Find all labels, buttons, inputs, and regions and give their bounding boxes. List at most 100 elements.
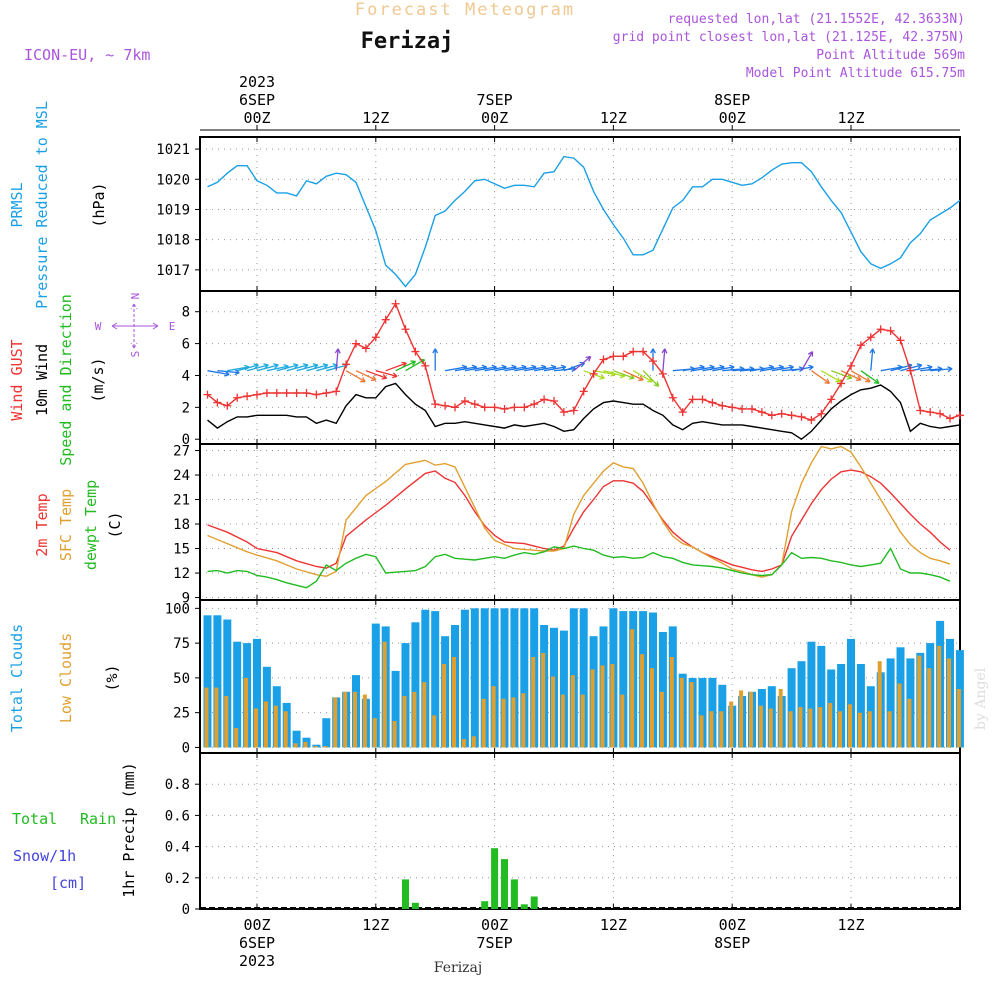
rain-bar xyxy=(501,859,508,909)
top-axis-label: 12Z xyxy=(837,109,864,127)
total-clouds-bar xyxy=(520,608,529,748)
low-clouds-bar xyxy=(511,697,516,748)
wind-arrow xyxy=(840,370,862,381)
wind-arrow xyxy=(365,370,388,380)
total-clouds-bar xyxy=(401,643,410,748)
gust-marker xyxy=(757,408,766,417)
y-tick-label: 0 xyxy=(182,740,190,756)
compass-ns-arrow xyxy=(130,303,138,349)
temperature-panel: 9 12 15 18 21 24 27 xyxy=(173,443,961,607)
gust-marker xyxy=(391,299,400,308)
gust-marker xyxy=(936,409,945,418)
gust-marker xyxy=(767,411,776,420)
bottom-axis-label: 2023 xyxy=(239,952,275,970)
y-tick-label: 0 xyxy=(182,902,190,918)
rain-bar xyxy=(530,896,538,909)
low-clouds-bar xyxy=(273,705,278,748)
wind-labels: Wind GUST 10m Wind Speed and Direction (m/s… xyxy=(8,294,107,466)
low-clouds-bar xyxy=(778,689,783,748)
gust-marker xyxy=(668,393,677,402)
gust-marker xyxy=(332,387,341,396)
total-clouds-bar xyxy=(213,615,222,748)
y-tick-label: 0.6 xyxy=(165,808,190,824)
axis-label: (%) xyxy=(103,664,121,691)
wind-arrow xyxy=(661,348,668,371)
wind-arrow xyxy=(850,370,871,383)
y-tick-label: 100 xyxy=(165,601,190,617)
gust-marker xyxy=(599,355,608,364)
gust-marker xyxy=(629,347,638,356)
axis-label: 10m Wind xyxy=(33,344,51,416)
gust-marker xyxy=(569,406,578,415)
total-clouds-bar xyxy=(658,632,667,748)
low-clouds-bar xyxy=(956,689,961,748)
low-clouds-bar xyxy=(283,711,288,748)
low-clouds-bar xyxy=(541,652,546,748)
wind-panel: 0 2 4 6 8 xyxy=(182,290,964,448)
y-tick-label: 0.8 xyxy=(165,777,190,793)
y-tick-label: 1021 xyxy=(156,142,190,158)
gust-marker xyxy=(361,344,370,353)
total-clouds-bar xyxy=(807,641,816,748)
low-clouds-bar xyxy=(709,711,714,748)
low-clouds-bar xyxy=(313,746,318,748)
y-tick-label: 1017 xyxy=(156,263,190,279)
point-altitude: Point Altitude 569m xyxy=(816,48,965,63)
model-label: ICON-EU, ~ 7km xyxy=(24,46,150,64)
low-clouds-bar xyxy=(808,708,813,748)
total-clouds-bar xyxy=(579,608,588,748)
total-clouds-bar xyxy=(431,611,440,748)
gust-marker xyxy=(411,347,420,356)
gust-marker xyxy=(540,395,549,404)
axis-label: Total Clouds xyxy=(8,624,26,732)
total-clouds-bar xyxy=(371,623,380,748)
wind-arrow xyxy=(869,348,876,371)
gust-marker xyxy=(946,414,954,423)
wind-arrow xyxy=(334,348,341,371)
low-clouds-bar xyxy=(907,698,912,748)
gust-marker xyxy=(223,401,232,410)
gust-marker xyxy=(510,403,519,412)
low-clouds-bar xyxy=(679,677,684,748)
wind-arrow xyxy=(256,363,279,372)
gust-marker xyxy=(421,361,430,370)
wind-arrow xyxy=(811,370,831,384)
watermark: by Angel xyxy=(973,667,989,730)
gust-marker xyxy=(906,366,915,375)
low-clouds-bar xyxy=(937,645,942,748)
gust-marker xyxy=(312,390,321,399)
pressure-line xyxy=(207,155,961,288)
low-clouds-bar xyxy=(620,694,625,748)
gust-marker xyxy=(847,361,855,370)
gust-marker xyxy=(470,400,479,409)
low-clouds-bar xyxy=(293,743,298,748)
model-altitude: Model Point Altitude 615.75m xyxy=(746,66,965,81)
total-clouds-bar xyxy=(698,677,707,748)
low-clouds-bar xyxy=(372,718,377,748)
low-clouds-bar xyxy=(570,675,575,748)
gust-marker xyxy=(807,416,816,425)
wind-arrow xyxy=(432,348,439,371)
total-clouds-bar xyxy=(886,658,895,748)
gust-marker xyxy=(876,325,885,334)
low-clouds-bar xyxy=(749,691,753,748)
low-clouds-bar xyxy=(214,687,219,748)
wind-arrow xyxy=(642,370,660,387)
total-clouds-bar xyxy=(619,611,628,748)
low-clouds-bar xyxy=(887,711,892,748)
gust-marker xyxy=(352,339,360,348)
gust-marker xyxy=(550,396,558,405)
low-clouds-bar xyxy=(392,721,397,748)
compass-ew-arrow xyxy=(111,322,159,330)
low-clouds-bar xyxy=(917,655,922,748)
low-clouds-bar xyxy=(739,690,744,748)
y-tick-label: 12 xyxy=(173,566,190,582)
precip-panel: 0 0.2 0.4 0.6 0.8 xyxy=(165,752,961,918)
gust-marker xyxy=(955,411,964,420)
y-tick-label: 1020 xyxy=(156,172,190,188)
low-clouds-bar xyxy=(461,739,466,748)
wind-arrow xyxy=(820,370,841,383)
gust-marker xyxy=(896,336,905,345)
wind-arrow xyxy=(930,366,953,373)
